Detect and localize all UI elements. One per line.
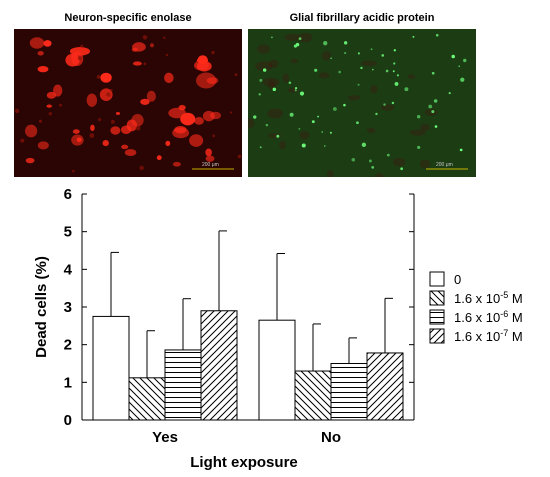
y-tick-label: 3	[64, 299, 72, 316]
legend-swatch	[429, 290, 445, 306]
bar	[294, 370, 332, 421]
micrograph-neuron-enolase: 200 μm	[14, 29, 242, 177]
scale-bar-label: 200 μm	[436, 162, 453, 168]
bar	[164, 349, 202, 421]
legend-label: 1.6 x 10-5 M	[454, 290, 523, 306]
bar	[366, 352, 404, 421]
cell-stain-layer	[248, 32, 467, 177]
legend-swatch	[429, 309, 445, 325]
y-tick-label: 0	[64, 412, 72, 429]
x-axis-title: Light exposure	[190, 454, 298, 471]
x-category-label: No	[321, 429, 341, 446]
y-tick-label: 5	[64, 224, 72, 241]
legend-label: 1.6 x 10-7 M	[454, 328, 523, 344]
scale-bar-label: 200 μm	[202, 162, 219, 168]
micrograph-nse-image: 200 μm	[14, 29, 242, 177]
y-tick-label: 2	[64, 337, 72, 354]
bar	[128, 377, 166, 421]
y-tick-label: 1	[64, 374, 72, 391]
legend-label: 0	[454, 272, 461, 287]
panel-title-gfap: Glial fibrillary acidic protein	[289, 12, 435, 24]
bar	[330, 363, 368, 421]
legend-swatch	[429, 328, 445, 344]
legend-label: 1.6 x 10-6 M	[454, 309, 523, 325]
panel-title-nse: Neuron-specific enolase	[64, 12, 192, 24]
y-tick-label: 6	[64, 186, 72, 203]
legend-swatch	[429, 271, 445, 287]
micrograph-gfap-image: 200 μm	[248, 29, 476, 177]
micrograph-background	[248, 29, 476, 177]
y-axis-title: Dead cells (%)	[33, 256, 50, 358]
micrograph-glial-protein: 200 μm	[248, 29, 476, 177]
bar	[92, 315, 130, 421]
y-tick-label: 4	[64, 261, 73, 278]
bar	[200, 310, 238, 421]
x-category-label: Yes	[152, 429, 178, 446]
bar	[258, 319, 296, 421]
cell-stain-layer	[14, 35, 242, 173]
